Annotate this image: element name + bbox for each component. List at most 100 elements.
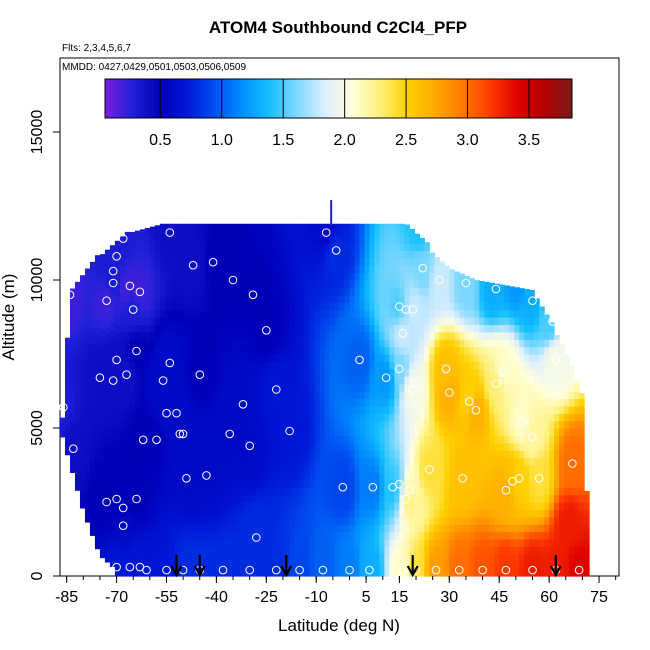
heatmap-cell (329, 223, 336, 229)
heatmap-cell (194, 428, 201, 436)
heatmap-cell (344, 553, 351, 562)
heatmap-cell (109, 373, 116, 382)
heatmap-cell (154, 450, 161, 459)
heatmap-cell (359, 435, 366, 444)
heatmap-cell (244, 398, 251, 407)
heatmap-cell (224, 346, 231, 355)
heatmap-cell (554, 361, 560, 370)
sample-marker (65, 290, 75, 300)
heatmap-cell (574, 502, 580, 510)
heatmap-cell (159, 502, 166, 510)
heatmap-cell (199, 450, 206, 459)
heatmap-cell (499, 376, 505, 385)
heatmap-cell (389, 509, 395, 518)
heatmap-cell (299, 361, 306, 370)
heatmap-cell (514, 428, 520, 436)
heatmap-cell (284, 368, 291, 377)
heatmap-cell (149, 317, 156, 325)
heatmap-cell (149, 546, 156, 555)
heatmap-cell (414, 420, 420, 429)
heatmap-cell (454, 561, 460, 570)
heatmap-cell (274, 494, 281, 503)
heatmap-cell (104, 480, 111, 489)
heatmap-cell (109, 285, 116, 294)
heatmap-cell (344, 516, 351, 525)
heatmap-cell (224, 472, 231, 481)
heatmap-cell (479, 391, 485, 399)
heatmap-cell (319, 539, 326, 547)
heatmap-cell (184, 235, 191, 244)
heatmap-cell (549, 457, 555, 466)
heatmap-cell (459, 442, 465, 451)
heatmap-cell (404, 524, 410, 533)
heatmap-cell (559, 354, 565, 362)
heatmap-cell (529, 309, 535, 318)
heatmap-cell (199, 309, 206, 318)
heatmap-cell (429, 405, 435, 414)
heatmap-cell (429, 265, 435, 274)
heatmap-cell (244, 368, 251, 377)
heatmap-cell (369, 272, 376, 281)
heatmap-cell (519, 383, 525, 392)
heatmap-cell (349, 361, 356, 370)
heatmap-cell (214, 324, 221, 333)
sample-marker (188, 260, 198, 270)
heatmap-cell (519, 524, 525, 533)
heatmap-cell (304, 561, 311, 570)
heatmap-cell (569, 457, 575, 466)
heatmap-cell (414, 339, 420, 348)
heatmap-cell (394, 524, 400, 533)
heatmap-cell (504, 561, 510, 570)
heatmap-cell (489, 553, 495, 562)
heatmap-cell (174, 398, 181, 407)
heatmap-cell (259, 280, 266, 288)
heatmap-cell (484, 450, 490, 459)
heatmap-cell (194, 450, 201, 459)
heatmap-cell (279, 479, 286, 488)
heatmap-cell (254, 457, 261, 466)
heatmap-cell (374, 331, 381, 340)
heatmap-cell (319, 479, 326, 488)
heatmap-cell (499, 368, 505, 377)
heatmap-cell (249, 450, 256, 459)
heatmap-cell (229, 391, 236, 399)
heatmap-cell (569, 479, 575, 488)
heatmap-cell (454, 479, 460, 488)
heatmap-cell (524, 289, 530, 296)
heatmap-cell (319, 435, 326, 444)
heatmap-cell (519, 568, 525, 577)
heatmap-cell (159, 331, 166, 340)
heatmap-cell (454, 472, 460, 481)
heatmap-cell (559, 472, 565, 481)
heatmap-cell (289, 361, 296, 370)
heatmap-cell (284, 546, 291, 555)
heatmap-cell (409, 317, 415, 325)
heatmap-cell (339, 324, 346, 333)
heatmap-cell (479, 450, 485, 459)
heatmap-cell (134, 339, 141, 348)
heatmap-cell (124, 250, 131, 259)
heatmap-cell (559, 383, 565, 392)
heatmap-cell (229, 450, 236, 459)
heatmap-cell (209, 354, 216, 362)
heatmap-cell (464, 405, 470, 414)
sample-marker (435, 275, 444, 285)
heatmap-cell (199, 442, 206, 451)
heatmap-cell (439, 435, 445, 444)
heatmap-cell (169, 516, 176, 525)
heatmap-cell (179, 405, 186, 414)
heatmap-cell (439, 302, 445, 311)
heatmap-cell (169, 539, 176, 547)
heatmap-cell (94, 504, 101, 513)
heatmap-cell (564, 413, 570, 422)
heatmap-cell (404, 442, 410, 451)
heatmap-cell (289, 524, 296, 533)
heatmap-cell (79, 345, 86, 354)
heatmap-cell (249, 383, 256, 392)
heatmap-cell (204, 346, 211, 355)
heatmap-cell (159, 354, 166, 362)
heatmap-cell (549, 413, 555, 422)
heatmap-cell (504, 391, 510, 399)
heatmap-cell (89, 424, 96, 433)
heatmap-cell (439, 568, 445, 577)
